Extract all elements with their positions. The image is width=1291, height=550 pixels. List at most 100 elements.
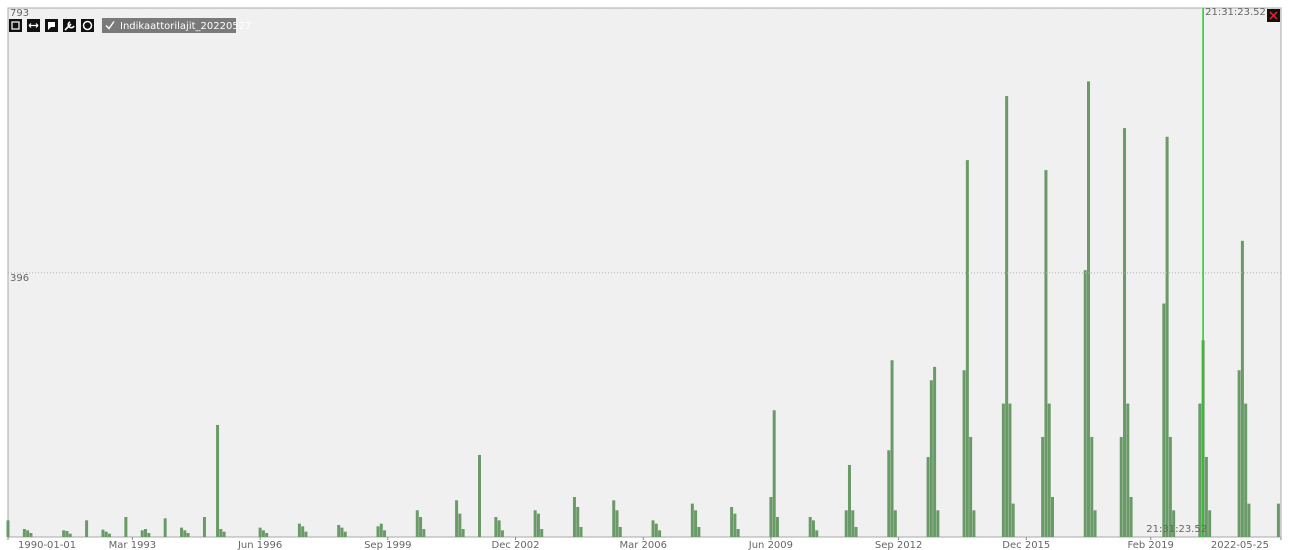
bar: [929, 380, 933, 537]
bar: [851, 510, 855, 537]
bar: [304, 531, 308, 537]
bar: [1083, 270, 1087, 537]
x-tick-label: Dec 2002: [492, 540, 540, 550]
bar: [340, 527, 344, 537]
bar: [540, 528, 544, 537]
bar: [533, 510, 537, 537]
y-tick-label: 396: [10, 273, 29, 284]
bar: [1047, 403, 1051, 537]
cursor-label-top: 21:31:23.52: [1205, 7, 1266, 18]
bar: [1244, 403, 1248, 537]
x-tick-label: Mar 2006: [619, 540, 667, 550]
bar: [500, 530, 504, 537]
legend-label: Indikaattorilajit_20220527: [120, 21, 251, 32]
bar: [104, 531, 108, 537]
bar: [147, 532, 151, 537]
bar: [183, 530, 187, 537]
bar: [1247, 503, 1251, 537]
bar: [376, 526, 380, 537]
bar: [618, 526, 622, 537]
bar: [26, 530, 30, 537]
bar: [1087, 81, 1091, 537]
bar: [29, 532, 33, 537]
bar: [261, 530, 265, 537]
bar: [854, 526, 858, 537]
bar: [1172, 510, 1176, 537]
bar: [415, 510, 419, 537]
bar: [697, 526, 701, 537]
bar: [337, 524, 341, 537]
icon: [64, 21, 75, 31]
bar: [651, 520, 655, 537]
bar: [811, 520, 815, 537]
bar: [186, 532, 190, 537]
x-tick-label: Jun 1996: [237, 540, 282, 550]
bar: [890, 360, 894, 537]
bar: [379, 523, 383, 537]
bar: [1008, 403, 1012, 537]
bar: [258, 527, 262, 537]
bar: [1168, 436, 1172, 537]
bar: [1001, 403, 1005, 537]
icon: [82, 20, 93, 31]
bar: [62, 530, 66, 537]
x-tick-label: 2022-05-25: [1211, 540, 1269, 550]
bar: [926, 456, 930, 537]
bar: [1011, 503, 1015, 537]
bar: [694, 510, 698, 537]
bar: [536, 513, 540, 537]
bar: [101, 529, 105, 537]
bar: [301, 526, 305, 537]
bar: [108, 533, 112, 537]
icon: [28, 23, 39, 28]
y-tick-label: 793: [10, 8, 29, 19]
bar: [615, 510, 619, 537]
bar: [219, 528, 223, 537]
bar: [933, 366, 937, 537]
bar: [1129, 496, 1133, 537]
bar: [85, 520, 89, 537]
bar: [1119, 436, 1123, 537]
bar: [576, 506, 580, 537]
bar: [422, 528, 426, 537]
bar: [383, 530, 387, 537]
bar: [847, 464, 851, 537]
bar: [1123, 128, 1127, 537]
x-tick-label: Sep 2012: [875, 540, 922, 550]
bar: [1198, 403, 1202, 537]
bar: [455, 500, 459, 537]
bar: [494, 516, 498, 537]
bar: [690, 503, 694, 537]
bar: [202, 516, 206, 537]
bar: [1208, 510, 1212, 537]
bar: [222, 531, 226, 537]
bar: [180, 527, 184, 537]
bar: [461, 528, 465, 537]
bar: [612, 500, 616, 537]
bar: [1041, 436, 1045, 537]
bar: [497, 520, 501, 537]
bar: [893, 510, 897, 537]
cursor-label-bottom: 21:31:23.52: [1146, 524, 1207, 535]
bar: [216, 424, 220, 537]
bar: [1237, 370, 1241, 537]
legend-check: [105, 21, 115, 30]
x-tick-label: Mar 1993: [109, 540, 157, 550]
bar: [772, 410, 776, 537]
bar: [477, 454, 481, 537]
bar: [65, 530, 69, 537]
bar: [936, 510, 940, 537]
bar: [22, 528, 26, 537]
tool-select[interactable]: [9, 19, 22, 32]
bar: [140, 530, 144, 537]
bar: [1090, 436, 1094, 537]
bar: [654, 523, 658, 537]
bar: [579, 526, 583, 537]
x-tick-label: 1990-01-01: [18, 540, 76, 550]
legend-chip[interactable]: [102, 18, 236, 33]
bar: [144, 528, 148, 537]
bar: [658, 530, 662, 537]
bar: [887, 450, 891, 537]
